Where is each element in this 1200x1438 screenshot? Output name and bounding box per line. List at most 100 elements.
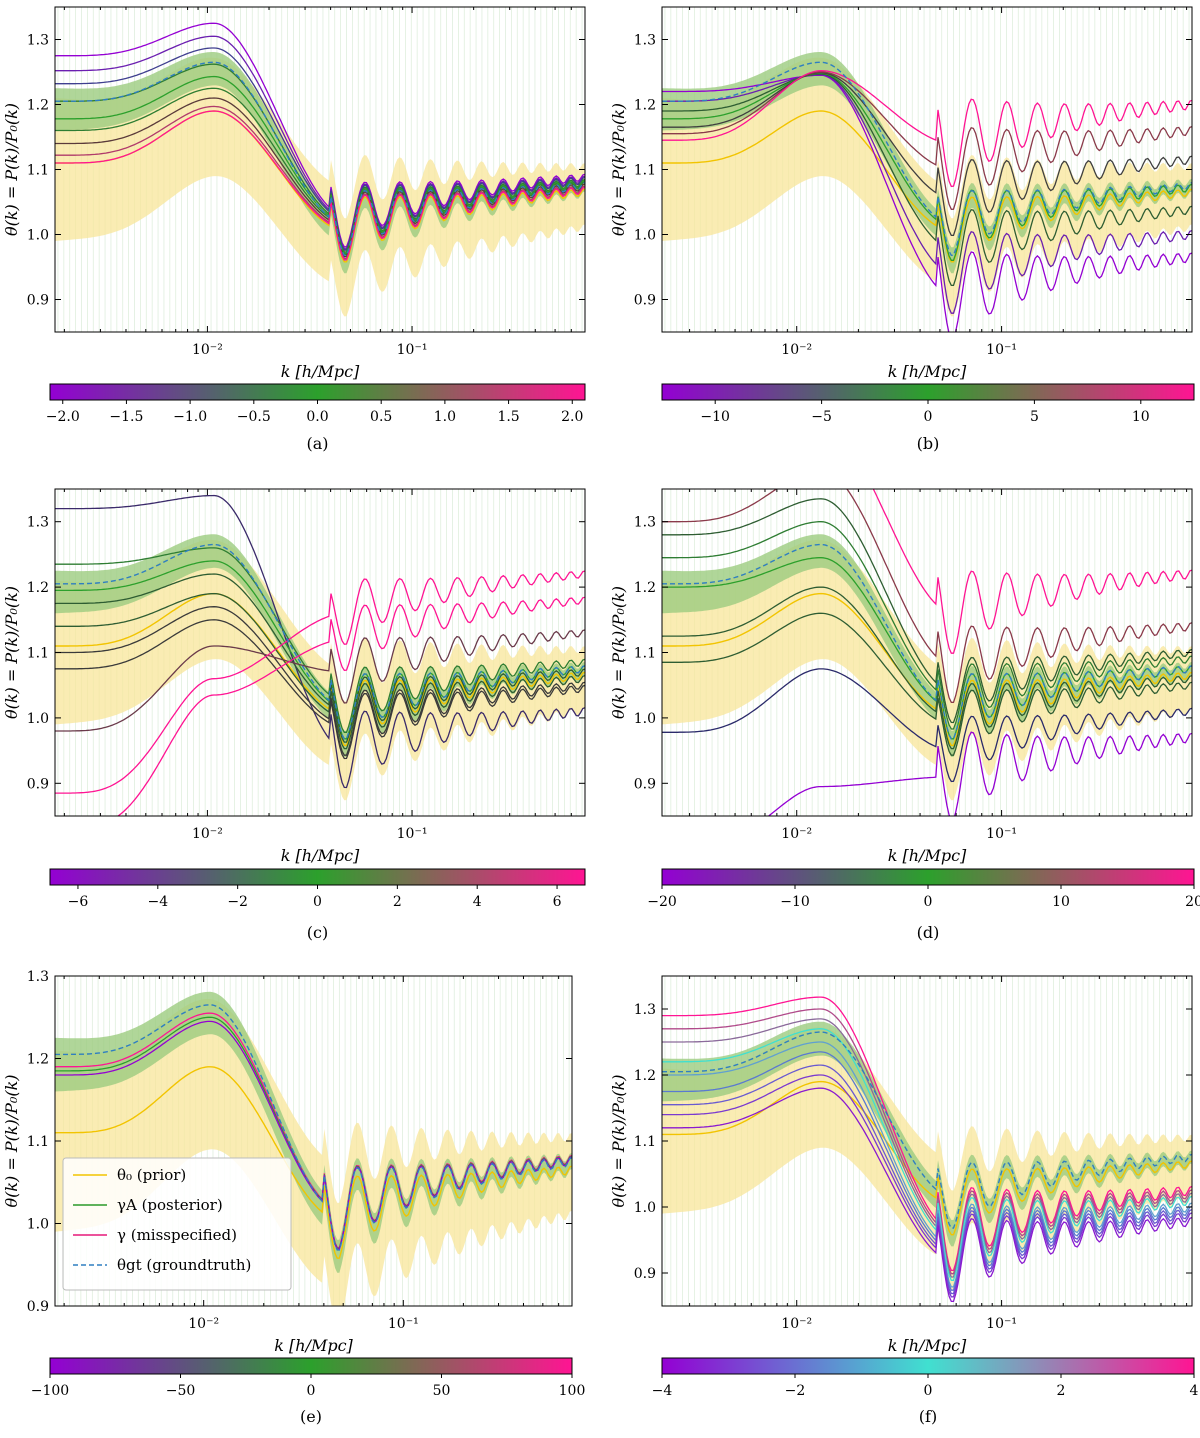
series-curve	[116, 596, 585, 816]
y-axis-label: θ(k) = P(k)/P₀(k)	[609, 103, 628, 236]
legend-label: θgt (groundtruth)	[117, 1256, 251, 1274]
y-tick-label: 1.0	[634, 228, 656, 244]
x-axis-label: k [h/Mpc]	[888, 362, 967, 381]
x-tick-label: 10⁻²	[781, 826, 812, 842]
panel-caption: (f)	[919, 1407, 937, 1426]
series-curve	[662, 1074, 1192, 1298]
colorbar-tick-label: 0	[313, 894, 322, 910]
groundtruth-curve	[662, 1031, 1192, 1229]
panel-1: 0.9 1.0 1.1 1.2 1.3 10⁻² 10⁻¹ k [h/Mpc] θ(k) = P…	[609, 6, 1195, 453]
y-tick-label: 1.1	[634, 163, 656, 179]
series-curve	[662, 1028, 1192, 1281]
x-tick-label: 10⁻²	[781, 342, 812, 358]
colorbar	[661, 868, 1195, 886]
series-curve	[662, 73, 1192, 314]
series-curve	[55, 619, 585, 760]
y-tick-label: 1.3	[634, 515, 656, 531]
y-tick-label: 0.9	[634, 293, 656, 309]
colorbar-tick-label: 4	[473, 894, 482, 910]
colorbar-tick-label: −4	[147, 894, 168, 910]
series-curve	[55, 629, 585, 732]
x-tick-label: 10⁻²	[781, 1316, 812, 1332]
x-tick-label: 10⁻¹	[397, 342, 428, 358]
colorbar-tick-label: 10	[1132, 409, 1150, 425]
series-curve	[662, 71, 1192, 237]
prior-band	[662, 1027, 1192, 1291]
series-curve	[662, 1018, 1192, 1278]
colorbar-tick-label: 0.5	[370, 409, 392, 425]
y-axis-label: θ(k) = P(k)/P₀(k)	[2, 586, 21, 719]
series-curve	[662, 612, 1192, 756]
y-tick-label: 1.0	[634, 711, 656, 727]
plot-area	[662, 7, 1192, 332]
legend-label: γ (misspecified)	[117, 1226, 237, 1244]
y-tick-label: 1.1	[634, 646, 656, 662]
series-curve	[55, 547, 585, 733]
x-tick-label: 10⁻¹	[986, 826, 1017, 842]
series-curve	[662, 586, 1192, 750]
colorbar-tick-label: 100	[559, 1383, 586, 1399]
colorbar-tick-label: −100	[31, 1383, 69, 1399]
series-curve	[662, 71, 1192, 210]
colorbar-tick-label: −0.5	[237, 409, 271, 425]
colorbar-tick-label: −50	[166, 1383, 196, 1399]
series-curve	[872, 489, 1192, 654]
series-curve	[662, 74, 1192, 332]
panel-caption: (c)	[307, 923, 328, 942]
series-curve	[662, 1064, 1192, 1295]
y-axis-label: θ(k) = P(k)/P₀(k)	[2, 1074, 21, 1207]
colorbar-tick-label: 2	[393, 894, 402, 910]
x-axis-label: k [h/Mpc]	[281, 362, 360, 381]
x-tick-label: 10⁻²	[192, 342, 223, 358]
y-tick-label: 1.3	[634, 1002, 656, 1018]
prior-curve	[55, 1066, 572, 1259]
y-tick-label: 0.9	[27, 776, 49, 792]
colorbar-tick-label: −2	[227, 894, 248, 910]
y-axis-label: θ(k) = P(k)/P₀(k)	[609, 586, 628, 719]
series-curve	[55, 560, 585, 740]
colorbar-tick-label: −6	[68, 894, 89, 910]
series-curve	[767, 731, 1192, 816]
y-tick-label: 1.2	[634, 98, 656, 114]
colorbar-tick-label: 6	[553, 894, 562, 910]
series-curve	[55, 573, 585, 743]
series-curve	[662, 72, 1192, 261]
series-curve	[55, 110, 585, 261]
colorbar-tick-label: 2	[1057, 1383, 1066, 1399]
groundtruth-curve	[662, 61, 1192, 256]
y-tick-label: 1.2	[27, 1052, 49, 1068]
x-tick-label: 10⁻¹	[986, 342, 1017, 358]
x-axis-label: k [h/Mpc]	[888, 846, 967, 865]
prior-curve	[55, 592, 585, 747]
colorbar-tick-label: 1.0	[434, 409, 456, 425]
x-tick-label: 10⁻²	[192, 826, 223, 842]
colorbar-tick-label: −2	[785, 1383, 806, 1399]
prior-curve	[662, 592, 1192, 747]
groundtruth-curve	[662, 543, 1192, 740]
colorbar	[49, 1357, 573, 1375]
x-tick-label: 10⁻²	[188, 1316, 219, 1332]
x-tick-label: 10⁻¹	[397, 826, 428, 842]
series-curve	[55, 494, 585, 789]
panel-2: 0.9 1.0 1.1 1.2 1.3 10⁻² 10⁻¹ k [h/Mpc] θ(k) = P…	[2, 488, 586, 942]
series-curve	[662, 73, 1192, 287]
series-curve	[662, 521, 1192, 730]
y-axis-label: θ(k) = P(k)/P₀(k)	[2, 103, 21, 236]
panel-caption: (a)	[306, 434, 328, 453]
y-tick-label: 1.0	[27, 711, 49, 727]
series-curve	[55, 22, 585, 248]
y-axis-label: θ(k) = P(k)/P₀(k)	[609, 1074, 628, 1207]
panel-3: 0.9 1.0 1.1 1.2 1.3 10⁻² 10⁻¹ k [h/Mpc] θ(k) = P…	[609, 488, 1200, 942]
x-axis-label: k [h/Mpc]	[274, 1336, 353, 1355]
colorbar-tick-label: 10	[1052, 894, 1070, 910]
legend-label: γA (posterior)	[117, 1196, 223, 1214]
y-tick-label: 0.9	[27, 293, 49, 309]
series-curve	[662, 557, 1192, 740]
y-tick-label: 1.3	[27, 969, 49, 985]
plot-area	[55, 7, 585, 332]
y-tick-label: 1.1	[27, 646, 49, 662]
colorbar-tick-label: 5	[1030, 409, 1039, 425]
prior-curve	[662, 1080, 1192, 1236]
y-tick-label: 1.3	[634, 33, 656, 49]
y-tick-label: 1.3	[27, 33, 49, 49]
